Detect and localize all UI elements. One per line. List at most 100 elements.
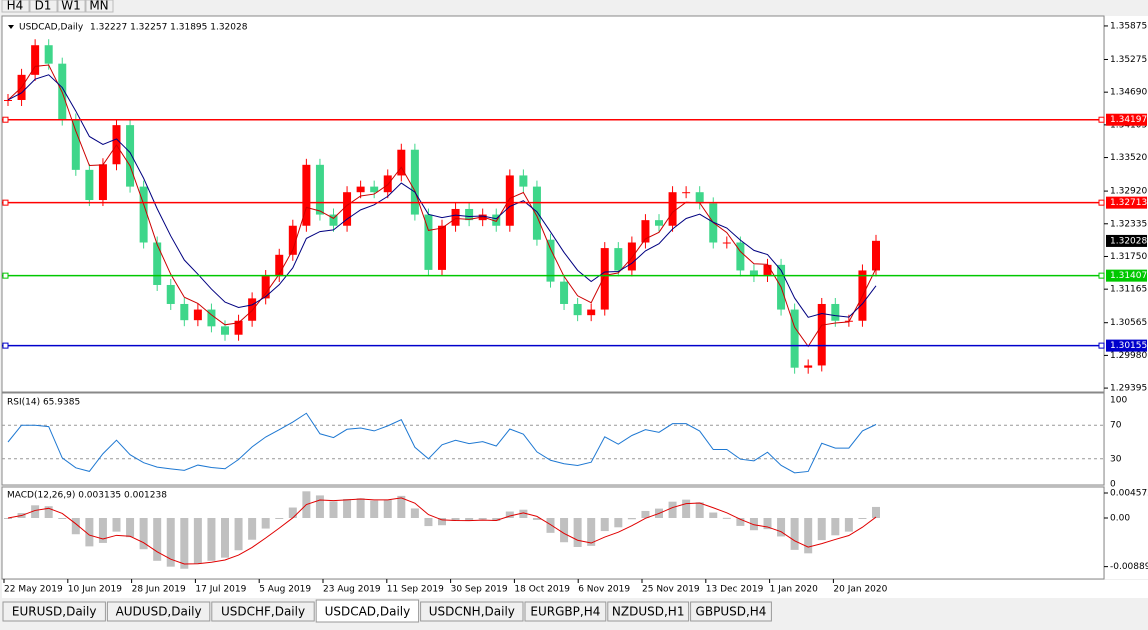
symbol-tab[interactable]: AUDUSD,Daily (106, 601, 211, 622)
tab-box (690, 601, 772, 622)
candle-body (153, 242, 162, 285)
macd-bar (166, 518, 175, 567)
macd-bar (790, 518, 799, 550)
candle-body (573, 303, 582, 316)
timeframe-button[interactable]: MN (85, 0, 114, 13)
candle-body (763, 264, 772, 277)
macd-bar (58, 518, 67, 519)
macd-bar (4, 518, 12, 519)
rsi-tick-label: 0 (1110, 480, 1116, 490)
price-axis (1105, 16, 1148, 579)
macd-bar (573, 518, 582, 547)
timeframe-button[interactable]: H4 (1, 0, 30, 13)
level-marker (1098, 199, 1105, 206)
candle-body (4, 99, 12, 101)
macd-bar (343, 498, 352, 518)
level-label-box (1106, 113, 1147, 126)
current-price-label: 1.32028 (1110, 236, 1147, 246)
timeframe-label: MN (89, 0, 108, 13)
macd-bar (478, 518, 487, 520)
tab-box (2, 601, 106, 622)
level-label-box (1106, 196, 1147, 209)
macd-bar (858, 518, 867, 519)
price-tick-label: 1.30565 (1110, 318, 1147, 328)
macd-bar (370, 500, 379, 518)
candle-body (451, 208, 460, 226)
macd-bar (410, 508, 419, 518)
tab-label: USDCAD,Daily (325, 605, 411, 619)
macd-bar (329, 501, 338, 518)
date-label: 5 Aug 2019 (259, 585, 311, 595)
symbol-tab[interactable]: USDCAD,Daily (315, 599, 420, 623)
macd-bar (438, 518, 446, 526)
rsi-line (7, 412, 877, 474)
macd-bar (587, 518, 596, 546)
candle-body (356, 186, 365, 193)
candle-body (343, 192, 352, 226)
candle-body (872, 240, 880, 271)
price-tick-label: 1.29395 (1110, 384, 1147, 394)
candle-body (668, 192, 677, 226)
moving-average-slow (7, 74, 877, 318)
symbol-tab[interactable]: USDCHF,Daily (211, 601, 315, 622)
current-price-box (1106, 234, 1147, 247)
date-label: 17 Jul 2019 (195, 585, 246, 595)
level-marker (2, 272, 9, 279)
macd-bar (451, 518, 460, 521)
level-marker (1098, 272, 1105, 279)
date-label: 25 Nov 2019 (642, 585, 700, 595)
candle-body (193, 309, 202, 321)
candle-body (627, 242, 636, 271)
level-marker (2, 116, 9, 123)
timeframe-box (1, 0, 30, 13)
symbol-tab[interactable]: GBPUSD,H4 (690, 601, 772, 622)
tab-box (315, 599, 420, 623)
rsi-tick-label: 100 (1110, 396, 1127, 406)
date-label: 11 Sep 2019 (387, 585, 444, 595)
level-label: 1.34197 (1110, 115, 1147, 125)
candle-body (817, 303, 826, 366)
symbol-tab[interactable]: EURUSD,Daily (2, 601, 106, 622)
macd-bar (221, 518, 229, 558)
symbol-tab[interactable]: NZDUSD,H1 (607, 601, 690, 622)
timeframe-label: W1 (61, 0, 81, 13)
macd-bar (207, 518, 216, 561)
macd-bar (44, 506, 53, 518)
header-arrow (8, 25, 14, 29)
candle-body (641, 220, 650, 243)
macd-bar (600, 518, 609, 532)
macd-bar (85, 518, 94, 547)
candle-body (221, 326, 229, 335)
symbol-tab[interactable]: EURGBP,H4 (524, 601, 607, 622)
candle-body (492, 214, 501, 226)
macd-bar (749, 518, 758, 531)
macd-bar (627, 518, 636, 520)
date-label: 18 Oct 2019 (514, 585, 570, 595)
tab-label: GBPUSD,H4 (696, 605, 767, 619)
macd-bar (519, 509, 528, 518)
macd-signal-line (7, 497, 877, 565)
candle-body (248, 298, 257, 321)
timeframe-button[interactable]: W1 (57, 0, 86, 13)
symbol-tab[interactable]: USDCNH,Daily (420, 601, 524, 622)
candle-body (424, 214, 433, 270)
macd-bar (71, 518, 80, 535)
macd-bar (98, 518, 107, 543)
macd-bar (139, 518, 148, 550)
level-label: 1.30155 (1110, 341, 1147, 351)
candle-body (234, 320, 243, 335)
macd-bar (722, 517, 731, 519)
macd-bar (532, 518, 541, 520)
candle-body (438, 225, 446, 270)
candle-body (614, 248, 623, 271)
timeframe-button[interactable]: D1 (29, 0, 58, 13)
price-tick-label: 1.32335 (1110, 219, 1147, 229)
level-label-box (1106, 339, 1147, 352)
candle-body (275, 254, 284, 277)
macd-bar (424, 518, 433, 527)
candle-body (546, 239, 555, 282)
tab-box (607, 601, 690, 622)
macd-bar (614, 518, 623, 528)
candle-body (532, 186, 541, 240)
date-label: 6 Nov 2019 (578, 585, 630, 595)
